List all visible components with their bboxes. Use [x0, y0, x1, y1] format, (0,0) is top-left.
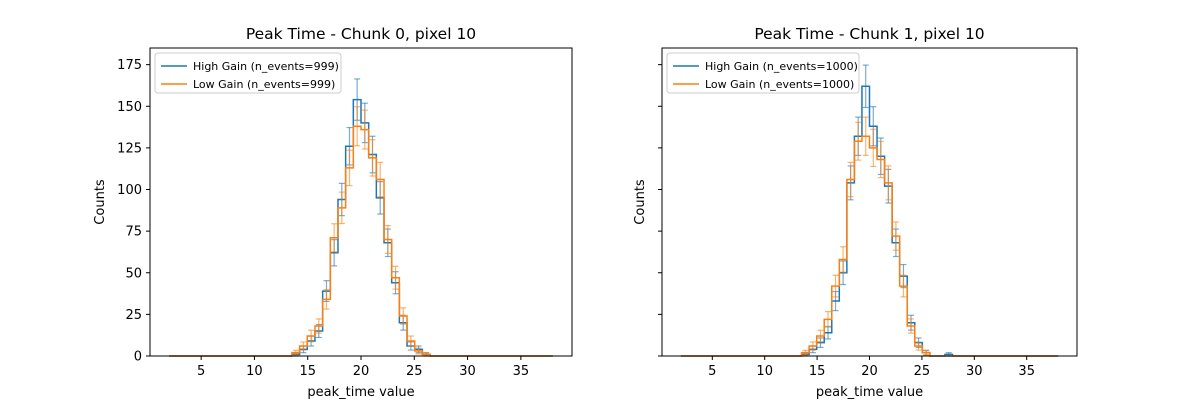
error-bar — [862, 116, 869, 156]
y-tick-label: 175 — [117, 58, 142, 73]
error-bar — [308, 329, 315, 343]
error-bar — [400, 307, 407, 325]
series-step-line — [680, 135, 1059, 357]
y-tick-label: 50 — [125, 266, 142, 281]
x-tick-label: 25 — [406, 364, 423, 379]
x-tick-label: 30 — [966, 364, 983, 379]
error-bar — [832, 274, 839, 298]
error-bar — [870, 128, 877, 168]
series-step-line — [169, 98, 553, 357]
error-bar — [885, 165, 892, 201]
x-tick-label: 25 — [914, 364, 931, 379]
error-bar — [407, 335, 414, 347]
error-bar — [331, 223, 338, 253]
error-bar — [323, 289, 330, 310]
y-tick-label: 100 — [117, 183, 142, 198]
x-axis-label: peak_time value — [307, 385, 414, 400]
y-tick-label: 125 — [117, 141, 142, 156]
y-tick-label: 0 — [134, 350, 142, 365]
error-bar — [908, 318, 914, 334]
error-bar — [361, 109, 368, 150]
error-bar — [825, 310, 831, 328]
error-bar — [877, 140, 884, 179]
x-tick-label: 10 — [246, 364, 263, 379]
error-bar — [915, 341, 922, 351]
error-bar — [923, 349, 930, 356]
chart-panel-0: Peak Time - Chunk 0, pixel 10 5 10 15 20 25 30… — [93, 25, 573, 400]
error-bar — [346, 149, 353, 187]
x-axis-label: peak_time value — [816, 385, 923, 400]
x-tick-label: 20 — [353, 364, 370, 379]
chart-panel-1: Peak Time - Chunk 1, pixel 10 5 10 15 20 25 30… — [633, 25, 1078, 400]
error-bar — [817, 329, 824, 343]
legend-entry: Low Gain (n_events=999) — [193, 78, 335, 91]
x-tick-label: 5 — [197, 364, 205, 379]
error-bar — [338, 191, 345, 225]
error-bar — [855, 121, 862, 161]
legend-box — [154, 52, 342, 94]
series-step-line — [169, 125, 553, 357]
legend-entry: High Gain (n_events=999) — [193, 60, 339, 73]
legend: High Gain (n_events=999) Low Gain (n_even… — [154, 52, 342, 94]
y-axis-label: Counts — [93, 179, 108, 225]
error-bar — [315, 318, 322, 334]
error-bar — [300, 341, 307, 351]
y-tick-label: 75 — [125, 225, 142, 240]
chart-title: Peak Time - Chunk 1, pixel 10 — [754, 25, 984, 43]
error-bar — [354, 106, 361, 147]
x-tick-label: 35 — [1018, 364, 1035, 379]
error-bar — [292, 349, 299, 356]
error-bar — [802, 349, 809, 356]
error-bar — [900, 274, 907, 298]
error-bar — [847, 161, 854, 198]
y-tick-label: 25 — [125, 308, 142, 323]
x-tick-label: 5 — [708, 364, 716, 379]
legend-entry: Low Gain (n_events=1000) — [705, 78, 854, 91]
series-step-line — [680, 85, 1059, 357]
legend-box — [666, 52, 860, 94]
error-bar — [892, 221, 899, 251]
series-0 — [680, 64, 1059, 357]
x-tick-label: 35 — [513, 364, 530, 379]
y-axis-label: Counts — [633, 179, 648, 225]
error-bar — [862, 64, 869, 109]
error-bar — [809, 341, 816, 351]
error-bar — [377, 161, 384, 198]
error-bar — [369, 139, 376, 177]
x-tick-label: 15 — [299, 364, 316, 379]
y-tick-label: 150 — [117, 100, 142, 115]
x-tick-label: 15 — [809, 364, 826, 379]
legend-entry: High Gain (n_events=1000) — [705, 60, 858, 73]
x-tick-label: 20 — [861, 364, 878, 379]
error-bar — [840, 246, 847, 273]
chart-title: Peak Time - Chunk 0, pixel 10 — [246, 25, 476, 43]
error-bar — [392, 265, 399, 290]
error-bar — [384, 224, 391, 254]
series-1 — [680, 116, 1059, 357]
x-tick-label: 30 — [459, 364, 476, 379]
axes-frame — [149, 47, 573, 357]
error-bar — [415, 347, 422, 355]
series-0 — [169, 78, 553, 357]
series-1 — [169, 106, 553, 357]
x-tick-label: 10 — [756, 364, 773, 379]
legend: High Gain (n_events=1000) Low Gain (n_eve… — [666, 52, 860, 94]
